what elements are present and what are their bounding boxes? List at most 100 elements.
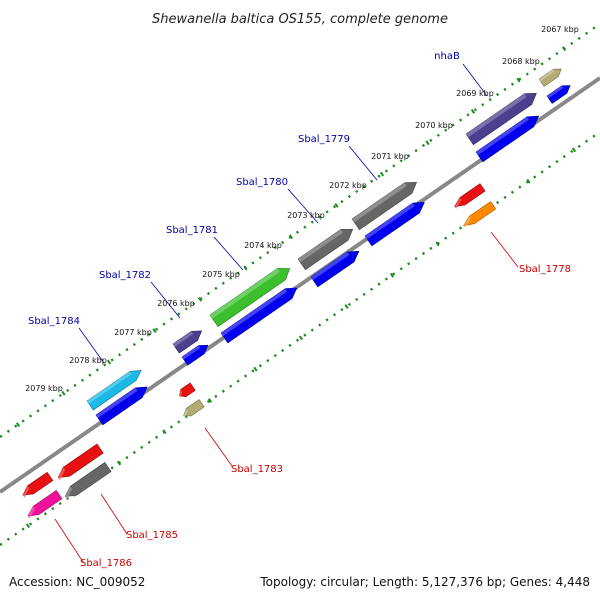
feature-arrow-body (462, 201, 497, 227)
label-leader-line (462, 63, 488, 97)
feature-arrow-forward[interactable] (95, 386, 148, 426)
ruler-tick-label: 2068 kbp (502, 57, 540, 66)
feature-arrow-reverse[interactable] (183, 399, 205, 418)
gene-label-reverse[interactable]: Sbal_1778 (519, 264, 571, 275)
feature-arrow-highlight (365, 203, 415, 239)
ruler-tick-mark (162, 429, 167, 435)
feature-arrow-body (179, 382, 196, 398)
feature-arrow-highlight (27, 506, 35, 519)
label-leader-line (204, 427, 233, 467)
feature-arrow-highlight (58, 467, 66, 481)
text-labels: 2067 kbp 2068 kbp 2069 kbp 2070 kbp 2071 kbp… (25, 25, 579, 569)
feature-arrow-body (183, 399, 205, 417)
label-leader-line (78, 327, 105, 364)
ruler-tick-label: 2071 kbp (371, 152, 409, 161)
ruler-tick-mark (207, 398, 213, 403)
gene-label-reverse[interactable]: Sbal_1783 (231, 464, 283, 475)
ruler-tick-label: 2069 kbp (456, 89, 494, 98)
feature-arrows (22, 68, 571, 519)
ruler-tick-mark (116, 460, 122, 466)
ruler-tick-label: 2077 kbp (114, 328, 152, 337)
ruler-tick-mark (470, 109, 476, 114)
feature-arrow-highlight (65, 486, 73, 500)
feature-arrow-forward[interactable] (209, 268, 291, 327)
gene-label-forward[interactable]: Sbal_1782 (99, 270, 151, 281)
feature-arrow-forward[interactable] (86, 369, 142, 411)
ruler-tick-mark (152, 328, 157, 334)
feature-arrow-forward[interactable] (546, 85, 571, 104)
ruler-tick-mark (253, 366, 258, 372)
feature-arrow-body (172, 330, 203, 354)
feature-arrow-forward[interactable] (475, 115, 540, 163)
feature-arrow-highlight (22, 485, 30, 498)
map-title: Shewanella baltica OS155, complete genom… (152, 12, 448, 27)
gene-label-forward[interactable]: nhaB (434, 51, 460, 62)
feature-arrow-highlight (210, 268, 280, 319)
feature-arrow-reverse[interactable] (57, 443, 104, 481)
gene-label-forward[interactable]: Sbal_1784 (28, 316, 80, 327)
label-leader-line (213, 236, 244, 271)
feature-arrow-reverse[interactable] (22, 471, 54, 498)
feature-arrow-highlight (463, 216, 471, 228)
feature-arrow-body (22, 471, 54, 496)
feature-arrow-highlight (539, 69, 555, 82)
ruler-tick-mark (571, 147, 577, 153)
label-leaders (54, 63, 519, 563)
ruler-tick-label: 2076 kbp (157, 299, 195, 308)
feature-arrow-forward[interactable] (465, 93, 537, 146)
ruler-tick-mark (379, 171, 385, 177)
feature-arrow-highlight (182, 345, 201, 360)
feature-arrow-reverse[interactable] (179, 382, 196, 398)
gene-label-forward[interactable]: Sbal_1781 (166, 225, 218, 236)
ruler-tick-mark (25, 523, 31, 529)
feature-arrow-forward[interactable] (364, 201, 425, 247)
gene-label-reverse[interactable]: Sbal_1786 (80, 558, 132, 569)
ruler-tick-mark (197, 296, 203, 302)
feature-arrow-body (475, 115, 540, 163)
feature-arrow-forward[interactable] (172, 330, 203, 354)
ruler-tick-label: 2070 kbp (415, 121, 453, 130)
ruler-tick-label: 2067 kbp (541, 25, 579, 34)
feature-arrow-forward[interactable] (538, 68, 562, 87)
ruler-tick-mark (516, 77, 521, 83)
ruler-tick-mark (561, 46, 567, 52)
ruler-tick-mark (243, 265, 248, 271)
gene-label-forward[interactable]: Sbal_1779 (298, 134, 350, 145)
feature-arrow-forward[interactable] (351, 182, 418, 231)
ruler-tick-label: 2073 kbp (287, 211, 325, 220)
label-leader-line (100, 493, 128, 535)
ruler-tick-label: 2074 kbp (244, 241, 282, 250)
ruler-tick-mark (425, 140, 430, 146)
feature-arrow-forward[interactable] (181, 344, 209, 366)
ruler-tick-mark (435, 241, 440, 247)
ruler-tick-label: 2072 kbp (329, 181, 367, 190)
label-leader-line (348, 145, 378, 181)
feature-arrow-highlight (476, 116, 530, 155)
feature-arrow-reverse[interactable] (453, 183, 486, 209)
ruler-tick-label: 2075 kbp (202, 270, 240, 279)
accession-text: Accession: NC_009052 (9, 575, 145, 589)
feature-arrow-reverse[interactable] (462, 201, 497, 228)
ruler-tick-mark (288, 234, 294, 240)
feature-arrow-highlight (311, 252, 350, 280)
gene-label-forward[interactable]: Sbal_1780 (236, 177, 288, 188)
feature-arrow-highlight (179, 389, 183, 398)
feature-arrow-forward[interactable] (310, 250, 360, 288)
ruler-tick-label: 2079 kbp (25, 384, 63, 393)
feature-arrow-highlight (352, 182, 407, 223)
feature-arrow-reverse[interactable] (64, 462, 112, 500)
feature-arrow-forward[interactable] (220, 287, 298, 344)
ruler-tick-mark (106, 359, 112, 365)
label-leader-line (490, 231, 519, 268)
ruler-tick-mark (389, 272, 395, 278)
ruler-tick-label: 2078 kbp (69, 356, 107, 365)
feature-arrow-reverse[interactable] (27, 489, 63, 519)
ruler-tick-mark (526, 178, 531, 184)
feature-arrow-highlight (183, 408, 188, 418)
gene-label-reverse[interactable]: Sbal_1785 (126, 530, 178, 541)
feature-arrow-highlight (173, 331, 194, 347)
ruler-tick-mark (334, 203, 339, 208)
feature-arrow-highlight (221, 288, 288, 336)
feature-arrow-forward[interactable] (297, 228, 354, 271)
